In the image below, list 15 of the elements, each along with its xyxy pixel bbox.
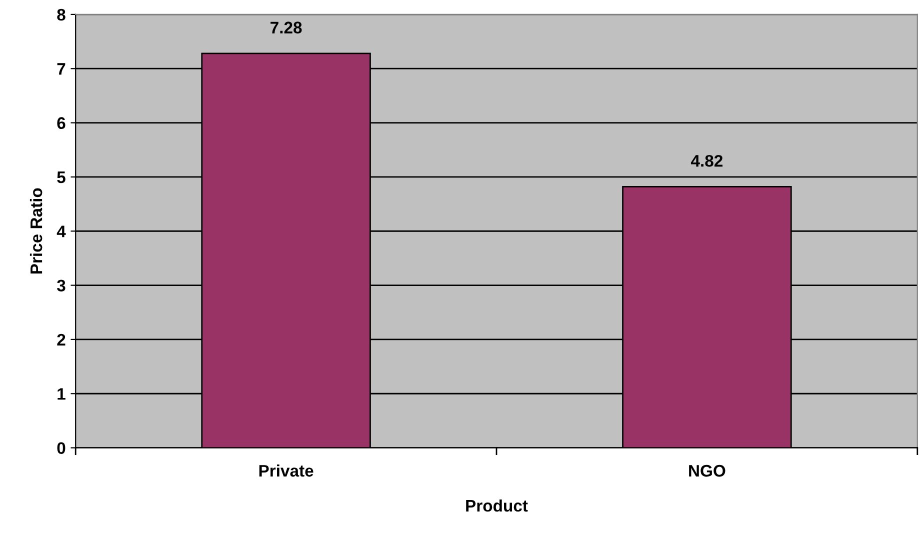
y-tick-label: 8 <box>57 8 66 21</box>
y-tick-label: 7 <box>57 63 66 75</box>
y-tick-label: 3 <box>56 280 66 292</box>
y-tick-label: 5 <box>57 172 66 184</box>
data-label: 4.82 <box>690 154 722 167</box>
y-tick-label: 4 <box>56 226 66 238</box>
y-tick-label: 6 <box>57 117 66 129</box>
x-tick-label: Private <box>259 464 314 477</box>
y-tick-label: 0 <box>57 442 66 454</box>
y-axis-title: Price Ratio <box>30 188 42 274</box>
data-label: 7.28 <box>270 22 302 34</box>
y-tick-label: 1 <box>58 388 66 400</box>
x-tick-label: NGO <box>689 464 726 477</box>
x-axis-title: Product <box>466 499 528 512</box>
y-tick-label: 2 <box>57 334 66 346</box>
